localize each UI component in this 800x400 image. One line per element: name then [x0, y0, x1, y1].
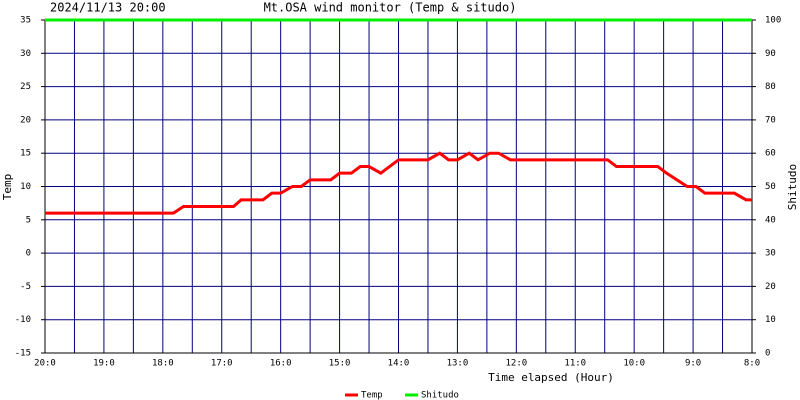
x-tick-label: 14:0	[388, 359, 410, 369]
y2-tick-label: 80	[765, 82, 776, 92]
x-tick-label: 15:0	[329, 359, 351, 369]
y2-tick-label: 30	[765, 249, 776, 259]
y2-tick-label: 70	[765, 115, 776, 125]
y-tick-label: -15	[15, 349, 31, 359]
chart-date: 2024/11/13 20:00	[50, 1, 166, 15]
x-tick-label: 10:0	[623, 359, 645, 369]
x-tick-label: 11:0	[564, 359, 586, 369]
y2-tick-label: 0	[765, 349, 770, 359]
y2-tick-label: 90	[765, 49, 776, 59]
legend-label: Shitudo	[421, 391, 459, 400]
y-tick-label: 35	[20, 16, 31, 26]
y-tick-label: 30	[20, 49, 31, 59]
x-tick-label: 9:0	[685, 359, 701, 369]
x-tick-label: 13:0	[447, 359, 469, 369]
y2-tick-label: 40	[765, 215, 776, 225]
y2-tick-label: 20	[765, 282, 776, 292]
x-tick-label: 20:0	[34, 359, 56, 369]
y-tick-label: 0	[26, 249, 31, 259]
x-tick-label: 16:0	[270, 359, 292, 369]
y-tick-label: -5	[20, 282, 31, 292]
y2-tick-label: 10	[765, 315, 776, 325]
chart-title: Mt.OSA wind monitor (Temp & situdo)	[264, 1, 517, 15]
x-tick-label: 12:0	[505, 359, 527, 369]
y2-tick-label: 100	[765, 16, 781, 26]
x-tick-label: 19:0	[93, 359, 115, 369]
legend-label: Temp	[361, 391, 383, 400]
y-tick-label: -10	[15, 315, 31, 325]
y-tick-label: 10	[20, 182, 31, 192]
x-tick-label: 18:0	[152, 359, 174, 369]
data-line	[45, 151, 752, 215]
y2-axis-title: Shitudo	[786, 164, 799, 210]
y-tick-label: 15	[20, 149, 31, 159]
y2-tick-label: 60	[765, 149, 776, 159]
y-tick-label: 25	[20, 82, 31, 92]
y-tick-label: 5	[26, 215, 31, 225]
y2-tick-label: 50	[765, 182, 776, 192]
y-tick-label: 20	[20, 115, 31, 125]
x-tick-label: 17:0	[211, 359, 233, 369]
x-axis-title: Time elapsed (Hour)	[488, 371, 614, 384]
x-tick-label: 8:0	[744, 359, 760, 369]
y-axis-title: Temp	[1, 174, 14, 201]
